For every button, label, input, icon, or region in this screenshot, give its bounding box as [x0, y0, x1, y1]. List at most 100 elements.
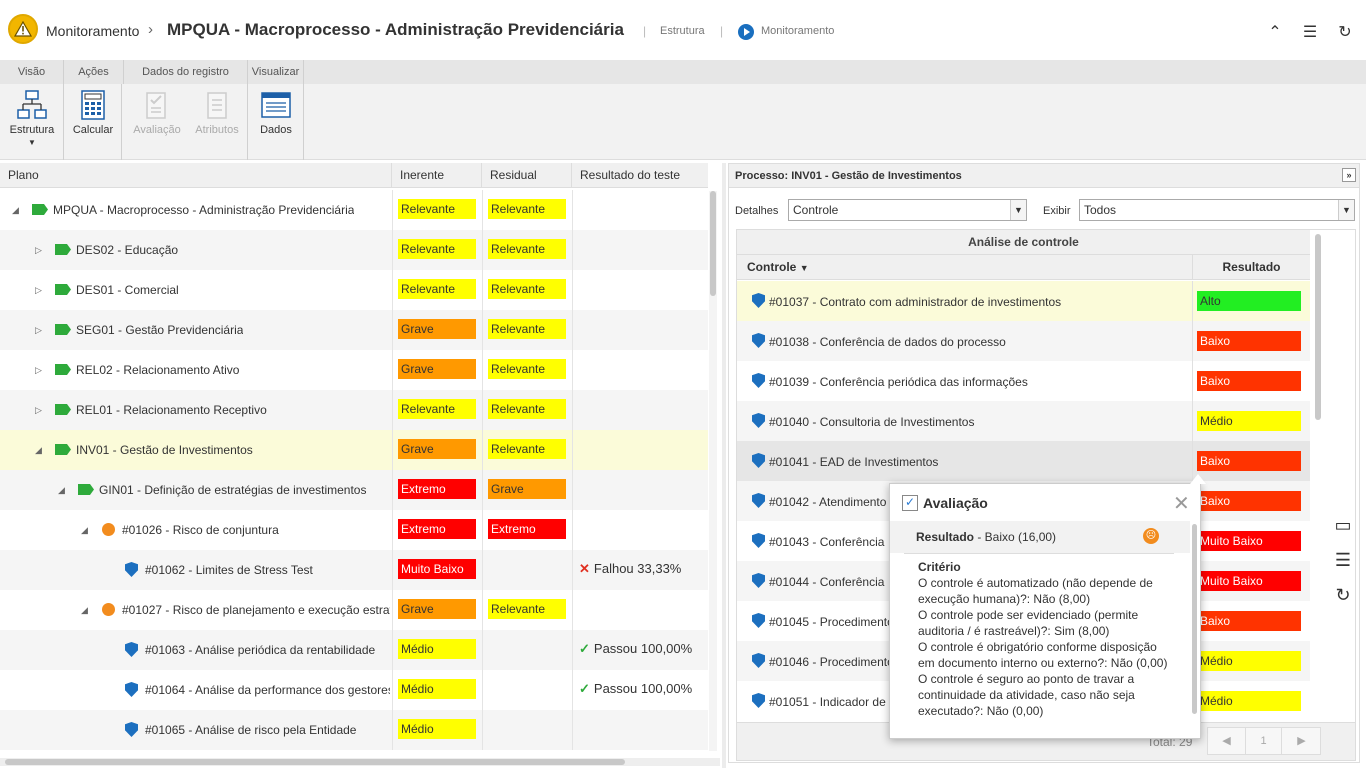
divider	[392, 430, 393, 470]
scroll-thumb[interactable]	[5, 759, 625, 765]
sort-desc-icon[interactable]: ▼	[799, 263, 809, 273]
grid-scrollbar[interactable]	[1315, 234, 1321, 420]
resultado-badge: Muito Baixo	[1197, 531, 1301, 551]
expand-icon[interactable]: ▷	[35, 365, 42, 375]
col-resultado[interactable]: Resultado	[1192, 255, 1310, 280]
expand-icon[interactable]: ▷	[35, 245, 42, 255]
page-number[interactable]: 1	[1245, 728, 1282, 754]
collapse-icon[interactable]: ◢	[81, 525, 88, 535]
table-row[interactable]: ◢ #01027 - Risco de planejamento e execuç…	[0, 590, 708, 630]
table-row[interactable]: #01038 - Conferência de dados do process…	[737, 321, 1310, 361]
table-row[interactable]: #01063 - Análise periódica da rentabilid…	[0, 630, 708, 670]
tab-visualizar[interactable]: Visualizar	[248, 60, 304, 84]
grid-title: Análise de controle	[737, 230, 1310, 255]
scroll-thumb[interactable]	[710, 191, 716, 296]
col-controle[interactable]: Controle ▼	[747, 255, 809, 280]
warning-icon	[8, 14, 38, 44]
list-icon[interactable]: ☰	[1334, 550, 1352, 570]
control-name: #01045 - Procedimento	[769, 615, 894, 629]
vertical-scrollbar[interactable]	[709, 191, 717, 751]
horizontal-scrollbar[interactable]	[0, 758, 720, 766]
view-window-icon[interactable]: ▭	[1334, 515, 1352, 535]
col-plano[interactable]: Plano	[0, 163, 392, 188]
row-name: GIN01 - Definição de estratégias de inve…	[99, 483, 367, 497]
table-row[interactable]: #01065 - Análise de risco pela Entidade M…	[0, 710, 708, 750]
control-shield-icon	[752, 493, 765, 508]
monitoring-link[interactable]: Monitoramento	[761, 25, 835, 37]
inerente-badge: Médio	[398, 639, 476, 659]
residual-badge: Relevante	[488, 439, 566, 459]
calcular-button[interactable]: Calcular	[68, 84, 118, 160]
table-row[interactable]: ◢ MPQUA - Macroprocesso - Administração P…	[0, 190, 708, 230]
expand-icon[interactable]: ▷	[35, 405, 42, 415]
table-row[interactable]: ◢ #01026 - Risco de conjuntura Extremo Extr…	[0, 510, 708, 550]
prev-page-icon[interactable]: ◀	[1222, 735, 1231, 747]
refresh-icon[interactable]: ↻	[1335, 585, 1351, 605]
popup-scrollbar[interactable]	[1192, 524, 1197, 714]
collapse-icon[interactable]: ◢	[81, 605, 88, 615]
result-text: Resultado - Baixo (16,00)	[916, 530, 1056, 544]
table-row[interactable]: #01039 - Conferência periódica das infor…	[737, 361, 1310, 401]
refresh-icon[interactable]: ↻	[1338, 24, 1352, 41]
tab-acoes[interactable]: Ações	[64, 60, 124, 84]
divider	[572, 510, 573, 550]
table-row[interactable]: ▷ DES02 - Educação Relevante Relevante	[0, 230, 708, 270]
collapse-icon[interactable]: ◢	[35, 445, 42, 455]
collapse-icon[interactable]: ◢	[58, 485, 65, 495]
estrutura-button[interactable]: Estrutura ▼	[4, 84, 60, 160]
table-row[interactable]: #01062 - Limites de Stress Test Muito Bai…	[0, 550, 708, 590]
table-row[interactable]: ◢ GIN01 - Definição de estratégias de inv…	[0, 470, 708, 510]
divider	[392, 550, 393, 590]
row-name: DES02 - Educação	[76, 243, 179, 257]
avaliacao-button[interactable]: Avaliação	[128, 84, 186, 160]
chevron-down-icon[interactable]: ▼	[1338, 200, 1354, 220]
control-name: #01041 - EAD de Investimentos	[769, 455, 939, 469]
divider	[572, 470, 573, 510]
sad-face-icon: ☹	[1143, 528, 1159, 544]
col-residual[interactable]: Residual	[482, 163, 572, 188]
table-row[interactable]: ▷ REL01 - Relacionamento Receptivo Relevan…	[0, 390, 708, 430]
collapse-panel-button[interactable]: »	[1342, 168, 1356, 182]
detalhes-label: Detalhes	[735, 205, 779, 217]
table-row[interactable]: #01064 - Análise da performance dos gest…	[0, 670, 708, 710]
exibir-select[interactable]: Todos ▼	[1079, 199, 1355, 221]
resultado-badge: Baixo	[1197, 451, 1301, 471]
list-icon[interactable]: ☰	[1302, 24, 1318, 41]
collapse-up-icon[interactable]: ⌃	[1268, 24, 1282, 41]
col-inerente[interactable]: Inerente	[392, 163, 482, 188]
control-name: #01038 - Conferência de dados do process…	[769, 335, 1006, 349]
panel-splitter[interactable]	[722, 163, 726, 768]
dados-button[interactable]: Dados	[252, 84, 300, 160]
play-icon[interactable]	[738, 24, 754, 40]
table-row[interactable]: #01040 - Consultoria de Investimentos Méd…	[737, 401, 1310, 441]
next-page-icon[interactable]: ▶	[1297, 735, 1306, 747]
structure-link[interactable]: Estrutura	[660, 25, 705, 37]
collapse-icon[interactable]: ◢	[12, 205, 19, 215]
dropdown-arrow-icon[interactable]: ▼	[28, 138, 36, 147]
tab-dados-registro[interactable]: Dados do registro	[124, 60, 248, 84]
resultado-badge: Médio	[1197, 651, 1301, 671]
tab-visao[interactable]: Visão	[0, 60, 64, 84]
divider	[572, 390, 573, 430]
expand-icon[interactable]: ▷	[35, 325, 42, 335]
detalhes-select[interactable]: Controle ▼	[788, 199, 1027, 221]
table-row[interactable]: ◢ INV01 - Gestão de Investimentos Grave Rel…	[0, 430, 708, 470]
table-row[interactable]: ▷ DES01 - Comercial Relevante Relevante	[0, 270, 708, 310]
table-row[interactable]: #01041 - EAD de Investimentos Baixo	[737, 441, 1310, 481]
expand-icon[interactable]: ▷	[35, 285, 42, 295]
breadcrumb-root[interactable]: Monitoramento	[46, 23, 140, 39]
inerente-badge: Extremo	[398, 479, 476, 499]
table-row[interactable]: #01051 - Indicador de Médio	[737, 681, 1310, 721]
chevron-down-icon[interactable]: ▼	[1010, 200, 1026, 220]
table-row[interactable]: #01045 - Procedimento Baixo	[737, 601, 1310, 641]
close-icon[interactable]: ✕	[1173, 493, 1190, 515]
table-row[interactable]: ▷ SEG01 - Gestão Previdenciária Grave Relev…	[0, 310, 708, 350]
atributos-button[interactable]: Atributos	[190, 84, 244, 160]
avaliacao-label: Avaliação	[133, 124, 181, 136]
col-resultado-teste[interactable]: Resultado do teste	[580, 168, 681, 182]
table-row[interactable]: #01037 - Contrato com administrador de i…	[737, 281, 1310, 321]
residual-badge: Relevante	[488, 399, 566, 419]
table-row[interactable]: ▷ REL02 - Relacionamento Ativo Grave Releva…	[0, 350, 708, 390]
test-result: ✓ Passou 100,00%	[579, 641, 692, 657]
structure-icon	[17, 90, 47, 120]
